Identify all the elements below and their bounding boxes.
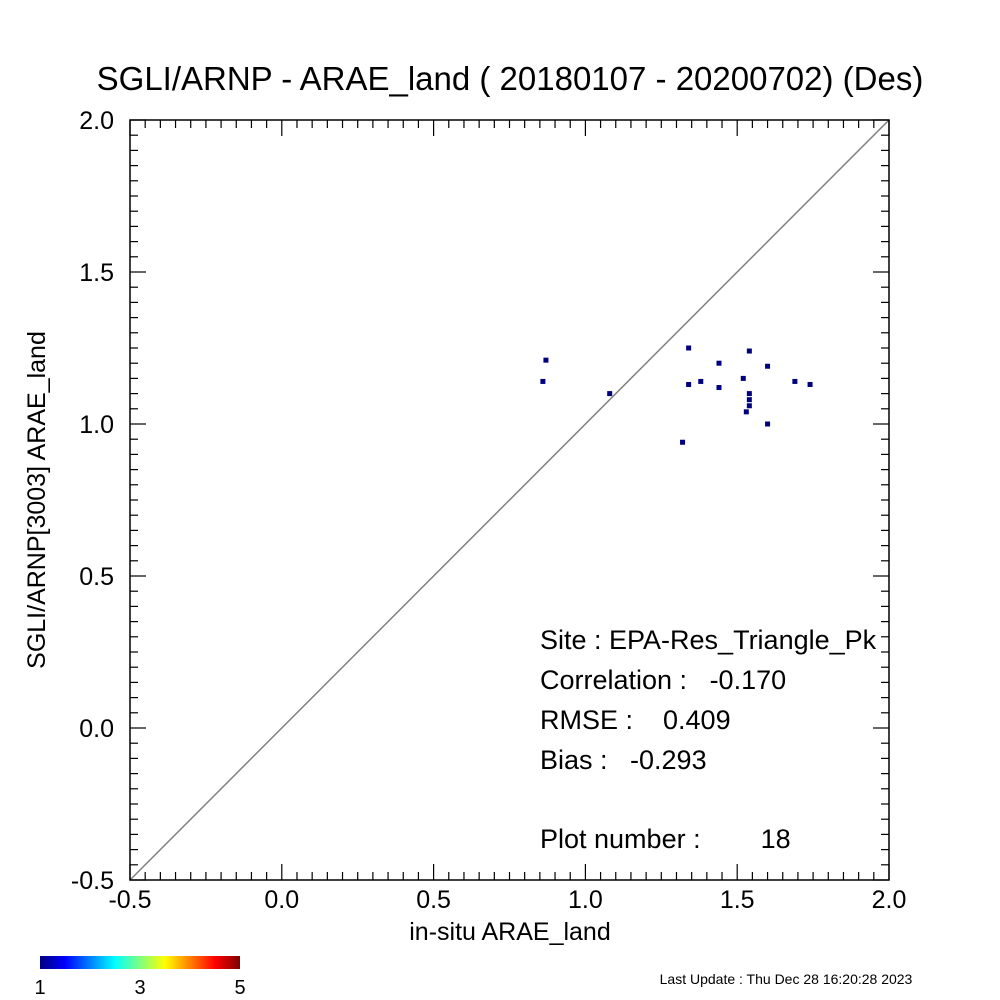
chart-title: SGLI/ARNP - ARAE_land ( 20180107 - 20200… xyxy=(97,60,924,97)
data-point xyxy=(746,348,752,354)
site-text: Site : EPA-Res_Triangle_Pk xyxy=(540,625,877,655)
data-point xyxy=(792,378,798,384)
y-tick-label: 0.5 xyxy=(79,563,114,591)
x-tick-label: 0.0 xyxy=(264,886,299,914)
x-tick-labels: -0.5 0.0 0.5 1.0 1.5 2.0 xyxy=(108,886,906,914)
y-tick-label: 1.5 xyxy=(79,259,114,287)
plot-number-text: Plot number : 18 xyxy=(540,824,791,854)
data-point xyxy=(607,391,613,397)
data-points xyxy=(540,345,813,445)
bias-text: Bias : -0.293 xyxy=(540,745,707,775)
data-point xyxy=(746,403,752,409)
y-tick-labels: -0.5 0.0 0.5 1.0 1.5 2.0 xyxy=(71,107,114,895)
y-tick-label: 1.0 xyxy=(79,411,114,439)
x-axis-label: in-situ ARAE_land xyxy=(409,918,611,946)
data-point xyxy=(686,381,692,387)
y-axis-label: SGLI/ARNP[3003] ARAE_land xyxy=(23,331,51,669)
data-point xyxy=(765,421,771,427)
one-to-one-line xyxy=(129,119,890,881)
colorbar-gradient xyxy=(40,956,240,969)
rmse-text: RMSE : 0.409 xyxy=(540,705,731,735)
data-point xyxy=(680,439,686,445)
data-point xyxy=(698,378,704,384)
stats-box: Site : EPA-Res_Triangle_Pk Correlation :… xyxy=(540,625,877,854)
data-point xyxy=(540,378,546,384)
data-point xyxy=(807,381,813,387)
data-point xyxy=(746,397,752,403)
x-tick-label: 1.0 xyxy=(568,886,603,914)
x-tick-label: -0.5 xyxy=(108,886,151,914)
y-tick-label: 0.0 xyxy=(79,715,114,743)
colorbar: 1 3 5 xyxy=(34,956,246,999)
data-point xyxy=(743,409,749,415)
data-point xyxy=(716,360,722,366)
x-tick-label: 1.5 xyxy=(720,886,755,914)
data-point xyxy=(543,357,549,363)
data-point xyxy=(686,345,692,351)
plot-frame xyxy=(129,119,890,881)
data-point xyxy=(716,385,722,391)
colorbar-label-max: 5 xyxy=(234,977,245,999)
data-point xyxy=(765,363,771,369)
last-update-text: Last Update : Thu Dec 28 16:20:28 2023 xyxy=(660,971,913,987)
tick-marks xyxy=(129,119,890,881)
correlation-text: Correlation : -0.170 xyxy=(540,665,786,695)
x-tick-label: 2.0 xyxy=(872,886,907,914)
data-point xyxy=(740,375,746,381)
data-point xyxy=(746,391,752,397)
colorbar-label-mid: 3 xyxy=(134,977,145,999)
x-tick-label: 0.5 xyxy=(416,886,451,914)
y-tick-label: 2.0 xyxy=(79,107,114,135)
y-tick-label: -0.5 xyxy=(71,867,114,895)
colorbar-label-min: 1 xyxy=(34,977,45,999)
